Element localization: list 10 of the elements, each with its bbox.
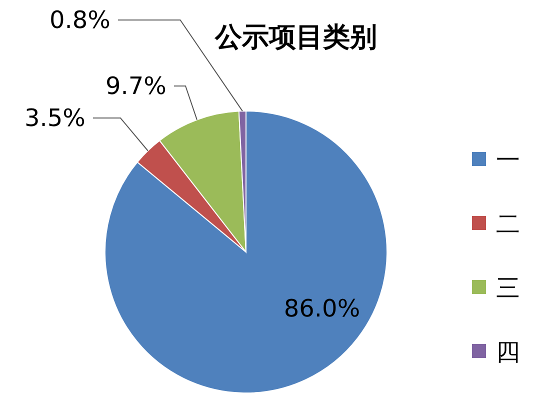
data-label: 9.7%	[106, 72, 166, 100]
pie-slice	[104, 110, 388, 394]
data-label: 86.0%	[284, 294, 360, 323]
legend-label: 一	[496, 146, 520, 174]
legend-label: 三	[496, 274, 520, 302]
legend-label: 二	[496, 210, 520, 238]
data-label: 3.5%	[24, 104, 86, 132]
legend-label: 四	[496, 338, 520, 366]
text: 公示项目类别	[214, 22, 377, 53]
data-label: 0.8%	[50, 6, 110, 34]
